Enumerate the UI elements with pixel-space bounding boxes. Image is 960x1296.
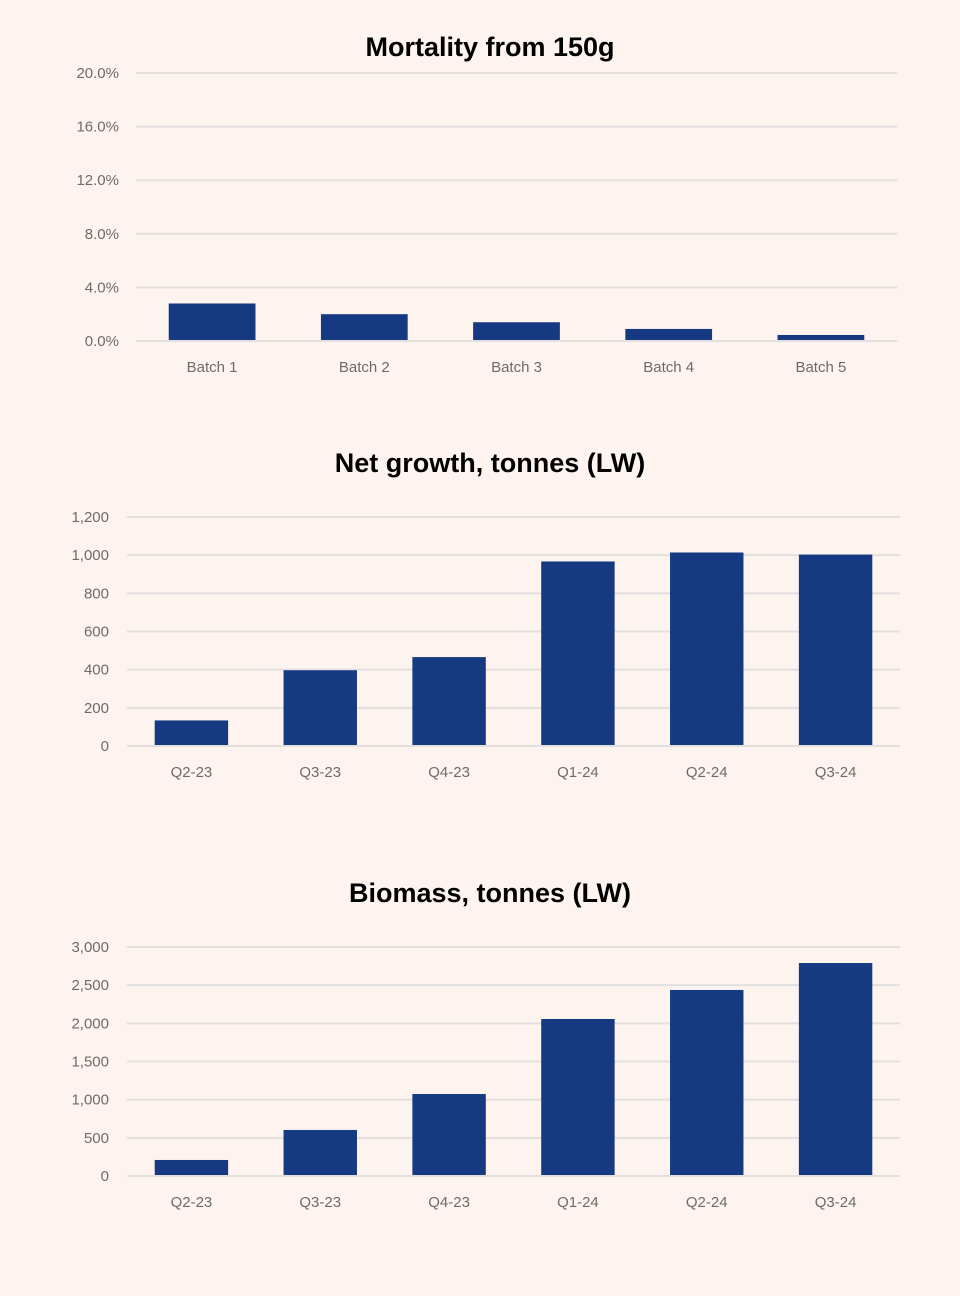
chart-2-y-tick-label: 200 [84, 700, 109, 717]
chart-2-bar-q2-24 [670, 552, 744, 745]
chart-1-x-tick-label: Batch 4 [643, 359, 694, 376]
chart-1-title: Mortality from 150g [365, 32, 615, 62]
chart-2-bar-q2-23 [154, 720, 229, 745]
chart-2-y-tick-label: 400 [84, 662, 109, 679]
chart-1-bar-batch-4 [625, 328, 713, 340]
chart-2-y-tick-label: 1,200 [71, 509, 109, 526]
chart-1-y-tick-label: 4.0% [85, 279, 119, 296]
chart-1-bar-batch-1 [168, 303, 256, 340]
chart-3-bar-q1-24 [541, 1018, 615, 1175]
chart-3-x-tick-label: Q2-24 [686, 1194, 728, 1211]
chart-2-y-tick-label: 800 [84, 585, 109, 602]
chart-3-x-tick-label: Q3-23 [299, 1194, 341, 1211]
chart-1-y-tick-label: 16.0% [76, 119, 119, 136]
chart-3-y-tick-label: 2,000 [71, 1015, 109, 1032]
chart-2-bar-q3-24 [798, 554, 873, 745]
chart-1-x-tick-label: Batch 1 [187, 359, 238, 376]
chart-3-y-tick-label: 500 [84, 1130, 109, 1147]
chart-3-x-tick-label: Q1-24 [557, 1194, 599, 1211]
chart-1-x-tick-label: Batch 5 [795, 359, 846, 376]
chart-3-y-tick-label: 1,500 [71, 1054, 109, 1071]
chart-3-x-tick-label: Q2-23 [171, 1194, 213, 1211]
chart-2-y-tick-label: 0 [101, 738, 109, 755]
chart-2-x-tick-label: Q1-24 [557, 764, 599, 781]
chart-3-bar-q2-24 [670, 989, 744, 1175]
chart-3-y-tick-label: 0 [101, 1168, 109, 1185]
chart-1-y-tick-label: 12.0% [76, 172, 119, 189]
chart-2-title: Net growth, tonnes (LW) [334, 448, 646, 478]
chart-1-bar-batch-2 [320, 314, 408, 340]
chart-3-y-tick-label: 1,000 [71, 1092, 109, 1109]
chart-1-y-tick-label: 20.0% [76, 65, 119, 82]
chart-2-bar-q4-23 [412, 657, 486, 745]
chart-1-y-tick-label: 8.0% [85, 226, 119, 243]
chart-2-x-tick-label: Q2-24 [686, 764, 728, 781]
chart-1-y-tick-label: 0.0% [85, 333, 119, 350]
chart-3-bar-q2-23 [154, 1159, 229, 1175]
chart-1-x-tick-label: Batch 2 [339, 359, 390, 376]
chart-2-bar-q1-24 [541, 561, 615, 745]
chart-2-y-tick-label: 1,000 [71, 547, 109, 564]
chart-2-x-tick-label: Q3-24 [815, 764, 857, 781]
chart-1-bar-batch-5 [777, 334, 865, 340]
chart-2-y-tick-label: 600 [84, 624, 109, 641]
chart-1-x-tick-label: Batch 3 [491, 359, 542, 376]
chart-3-bar-q3-23 [283, 1129, 357, 1175]
chart-3-y-tick-label: 2,500 [71, 977, 109, 994]
chart-3-bar-q4-23 [412, 1094, 486, 1175]
chart-2-bar-q3-23 [283, 670, 357, 745]
chart-3-x-tick-label: Q4-23 [428, 1194, 470, 1211]
chart-3-x-tick-label: Q3-24 [815, 1194, 857, 1211]
chart-1-bar-batch-3 [473, 322, 560, 340]
chart-3-y-tick-label: 3,000 [71, 939, 109, 956]
chart-3-bar-q3-24 [798, 963, 873, 1175]
chart-3-title: Biomass, tonnes (LW) [348, 878, 632, 908]
chart-2-x-tick-label: Q3-23 [299, 764, 341, 781]
chart-2-x-tick-label: Q4-23 [428, 764, 470, 781]
chart-2-x-tick-label: Q2-23 [171, 764, 213, 781]
